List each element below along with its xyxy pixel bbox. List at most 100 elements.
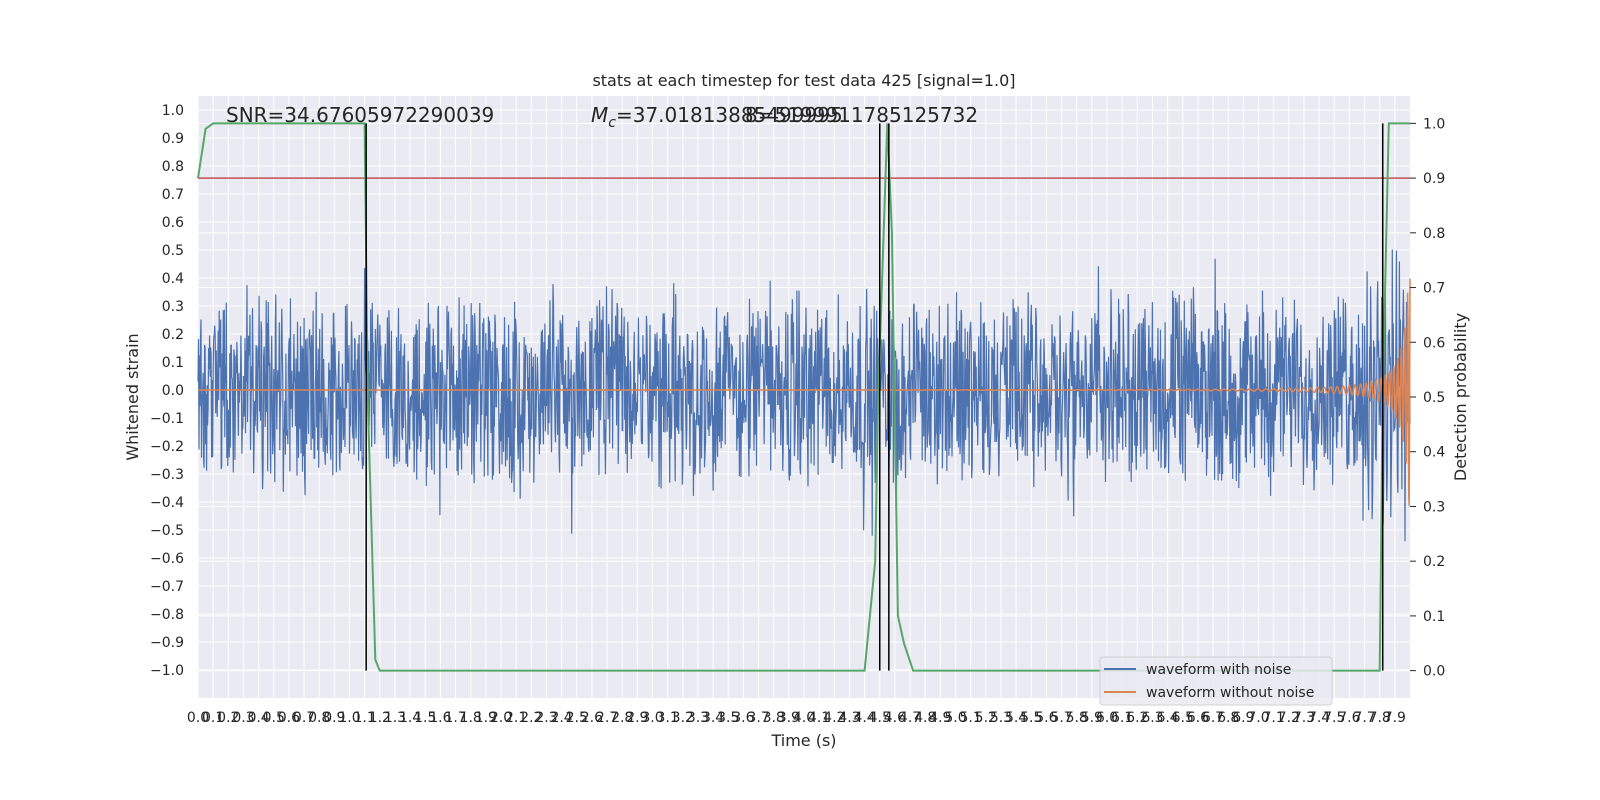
legend-box — [1099, 656, 1333, 706]
x-tick-label: 6.1 — [1111, 710, 1133, 726]
x-tick-label: 5.8 — [1066, 710, 1088, 726]
y-tick-label-right: 0.9 — [1423, 171, 1445, 187]
y-tick-label-left: −0.3 — [150, 467, 184, 483]
chirp-mass-annotation: Mc=37.01813885499995 — [591, 103, 843, 131]
x-tick-label: 2.4 — [550, 710, 572, 726]
x-tick-label: 3.2 — [672, 710, 694, 726]
plot-series — [197, 249, 1411, 542]
y-tick-label-right: 1.0 — [1423, 116, 1445, 132]
axis-ticks: 0.00.10.20.30.40.50.60.70.80.91.01.11.21… — [150, 103, 1445, 726]
x-tick-label: 0.1 — [202, 710, 224, 726]
y-tick-label-right: 0.3 — [1423, 499, 1445, 515]
x-tick-label: 3.9 — [778, 710, 800, 726]
y-tick-label-right: 0.5 — [1423, 390, 1445, 406]
x-tick-label: 0.2 — [217, 710, 239, 726]
x-tick-label: 1.0 — [338, 710, 360, 726]
x-tick-label: 0.3 — [232, 710, 254, 726]
x-tick-label: 1.8 — [460, 710, 482, 726]
x-tick-label: 1.3 — [384, 710, 406, 726]
x-tick-label: 0.5 — [263, 710, 285, 726]
x-tick-label: 5.0 — [944, 710, 966, 726]
x-tick-label: 2.5 — [566, 710, 588, 726]
y-axis-label-left: Whitened strain — [123, 333, 142, 460]
y-tick-label-left: −0.7 — [150, 579, 184, 595]
y-tick-label-left: 0.1 — [162, 355, 184, 371]
x-tick-label: 5.5 — [1020, 710, 1042, 726]
x-tick-label: 6.0 — [1096, 710, 1118, 726]
y-tick-label-left: 0.2 — [162, 327, 184, 343]
x-tick-label: 4.0 — [793, 710, 815, 726]
x-tick-label: 0.8 — [308, 710, 330, 726]
x-tick-label: 4.2 — [823, 710, 845, 726]
y-tick-label-left: −0.2 — [150, 439, 184, 455]
x-tick-label: 6.4 — [1156, 710, 1178, 726]
y-tick-label-left: −0.9 — [150, 635, 184, 651]
x-tick-label: 6.9 — [1232, 710, 1254, 726]
x-tick-label: 1.6 — [429, 710, 451, 726]
x-tick-label: 7.6 — [1338, 710, 1360, 726]
y-tick-label-left: 0.0 — [162, 383, 184, 399]
y-tick-label-left: −0.4 — [150, 495, 184, 511]
series-waveform-without-noise — [198, 278, 1411, 506]
y-tick-label-left: 0.6 — [162, 215, 184, 231]
y-tick-label-right: 0.1 — [1423, 609, 1445, 625]
chirp-mass-symbol: M — [591, 103, 608, 127]
x-tick-label: 4.7 — [899, 710, 921, 726]
x-tick-label: 2.7 — [596, 710, 618, 726]
x-tick-label: 5.1 — [960, 710, 982, 726]
y-tick-label-left: 0.9 — [162, 131, 184, 147]
x-tick-label: 6.7 — [1202, 710, 1224, 726]
x-tick-label: 3.5 — [717, 710, 739, 726]
x-tick-label: 5.7 — [1050, 710, 1072, 726]
y-tick-label-left: 0.7 — [162, 187, 184, 203]
x-tick-label: 7.1 — [1263, 710, 1285, 726]
overlapping-annotation: 8=5199911785125732 — [745, 103, 978, 127]
x-tick-label: 5.3 — [990, 710, 1012, 726]
chirp-mass-value: =37.01813885499995 — [616, 103, 843, 127]
x-tick-label: 3.4 — [702, 710, 724, 726]
x-tick-label: 0.4 — [247, 710, 269, 726]
y-tick-label-left: −0.1 — [150, 411, 184, 427]
x-tick-label: 5.4 — [1005, 710, 1027, 726]
legend-label-clean: waveform without noise — [1146, 685, 1314, 701]
x-tick-label: 1.2 — [369, 710, 391, 726]
x-tick-label: 0.0 — [187, 710, 209, 726]
x-tick-label: 4.8 — [914, 710, 936, 726]
y-tick-label-left: −1.0 — [150, 663, 184, 679]
x-tick-label: 7.5 — [1323, 710, 1345, 726]
x-tick-label: 7.7 — [1353, 710, 1375, 726]
x-tick-label: 6.6 — [1187, 710, 1209, 726]
y-tick-label-right: 0.2 — [1423, 554, 1445, 570]
x-tick-label: 7.8 — [1369, 710, 1391, 726]
x-tick-label: 0.9 — [323, 710, 345, 726]
x-tick-label: 4.5 — [869, 710, 891, 726]
x-tick-label: 6.3 — [1141, 710, 1163, 726]
y-tick-label-right: 0.0 — [1423, 664, 1445, 680]
x-tick-label: 3.3 — [687, 710, 709, 726]
y-tick-label-left: −0.5 — [150, 523, 184, 539]
x-tick-label: 5.6 — [1035, 710, 1057, 726]
x-tick-label: 3.6 — [732, 710, 754, 726]
x-tick-label: 5.2 — [975, 710, 997, 726]
y-tick-label-right: 0.8 — [1423, 226, 1445, 242]
y-tick-label-left: 0.8 — [162, 159, 184, 175]
x-tick-label: 6.8 — [1217, 710, 1239, 726]
x-tick-label: 2.8 — [611, 710, 633, 726]
y-tick-label-left: −0.8 — [150, 607, 184, 623]
x-tick-label: 4.9 — [929, 710, 951, 726]
x-axis-label: Time (s) — [770, 731, 836, 750]
x-tick-label: 1.4 — [399, 710, 421, 726]
y-axis-label-right: Detection probability — [1451, 313, 1470, 481]
chart-title: stats at each timestep for test data 425… — [592, 71, 1015, 90]
x-tick-label: 6.5 — [1172, 710, 1194, 726]
y-tick-label-left: 1.0 — [162, 103, 184, 119]
legend: waveform with noise waveform without noi… — [1099, 656, 1333, 706]
y-tick-label-left: −0.6 — [150, 551, 184, 567]
x-tick-label: 0.7 — [293, 710, 315, 726]
x-tick-label: 2.2 — [520, 710, 542, 726]
y-tick-label-right: 0.6 — [1423, 335, 1445, 351]
chirp-mass-subscript: c — [608, 115, 616, 131]
x-tick-label: 2.0 — [490, 710, 512, 726]
y-tick-label-left: 0.5 — [162, 243, 184, 259]
